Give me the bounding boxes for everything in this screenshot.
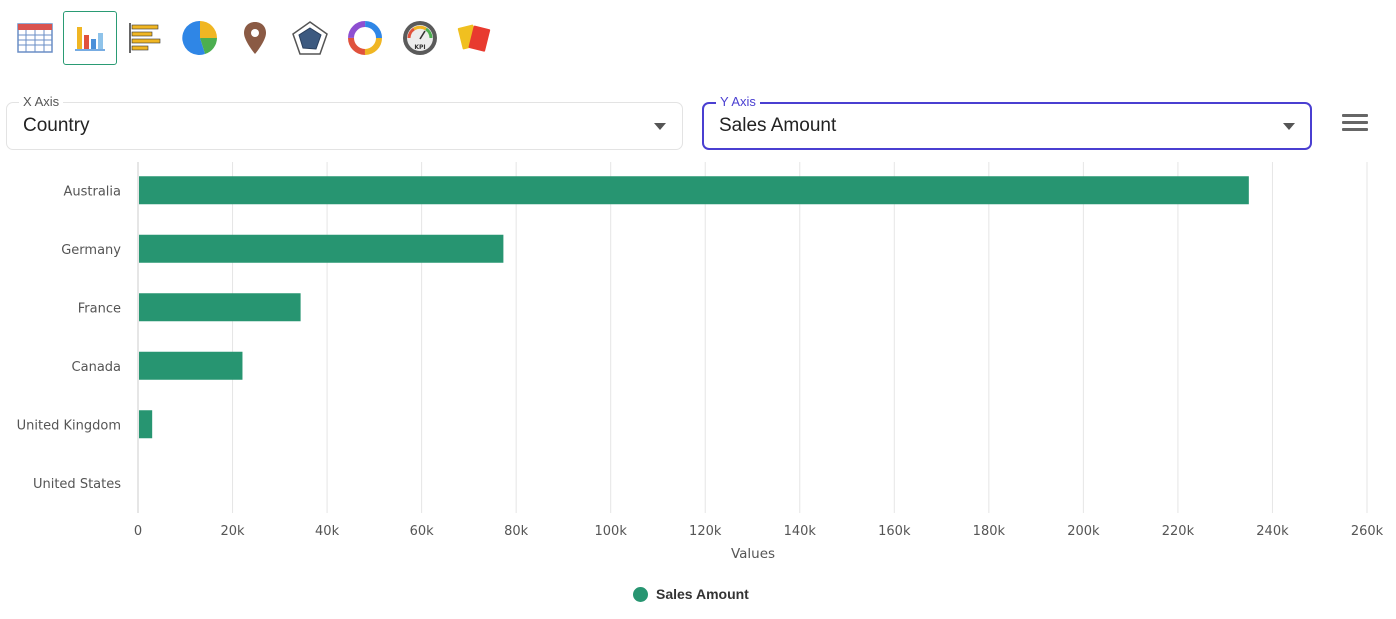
horizontal-bar-view-button[interactable] xyxy=(118,11,172,65)
kpi-view-button[interactable]: KPI xyxy=(393,11,447,65)
legend-label: Sales Amount xyxy=(656,586,749,602)
x-tick-label: 240k xyxy=(1256,524,1289,539)
horizontal-bar-chart-icon xyxy=(129,23,161,53)
bars xyxy=(139,176,1249,439)
cards-view-button[interactable] xyxy=(448,11,502,65)
chart-legend[interactable]: Sales Amount xyxy=(633,586,749,602)
donut-chart-view-button[interactable] xyxy=(338,11,392,65)
bar-chart: Australia Germany France Canada United Kingd… xyxy=(17,162,1384,562)
x-tick-label: 0 xyxy=(134,524,142,539)
map-pin-icon xyxy=(244,22,266,54)
pie-chart-icon xyxy=(182,20,217,55)
hamburger-menu-icon[interactable] xyxy=(1342,114,1368,138)
radar-chart-icon xyxy=(292,21,328,55)
x-axis-select[interactable]: X Axis Country xyxy=(6,94,683,150)
donut-chart-icon xyxy=(348,21,382,55)
category-label: United States xyxy=(33,477,121,492)
chevron-down-icon xyxy=(654,123,666,130)
bar-chart-icon xyxy=(75,27,105,51)
x-tick-labels: 0 20k 40k 60k 80k 100k 120k 140k 160k 180k 200k 220… xyxy=(134,524,1384,539)
table-icon xyxy=(17,23,53,53)
table-view-button[interactable] xyxy=(8,11,62,65)
bar[interactable] xyxy=(139,293,301,322)
x-tick-label: 80k xyxy=(504,524,529,539)
map-view-button[interactable] xyxy=(228,11,282,65)
x-tick-label: 220k xyxy=(1162,524,1195,539)
x-tick-label: 100k xyxy=(595,524,628,539)
x-tick-label: 120k xyxy=(689,524,722,539)
category-label: Australia xyxy=(63,184,121,199)
x-tick-label: 180k xyxy=(973,524,1006,539)
pie-chart-view-button[interactable] xyxy=(173,11,227,65)
x-tick-label: 140k xyxy=(784,524,817,539)
bar[interactable] xyxy=(139,176,1249,205)
chevron-down-icon xyxy=(1283,123,1295,130)
x-tick-label: 160k xyxy=(878,524,911,539)
legend-marker xyxy=(633,586,648,602)
svg-text:KPI: KPI xyxy=(414,44,425,51)
radar-chart-view-button[interactable] xyxy=(283,11,337,65)
x-tick-label: 60k xyxy=(410,524,435,539)
grid-lines xyxy=(232,162,1368,513)
category-label: Germany xyxy=(61,243,121,258)
x-axis-select-label: X Axis xyxy=(19,94,64,110)
bar-chart-view-button[interactable] xyxy=(63,11,117,65)
x-axis-select-value: Country xyxy=(23,115,90,136)
x-axis-title: Values xyxy=(731,546,775,562)
x-tick-label: 20k xyxy=(220,524,245,539)
category-label: Canada xyxy=(72,360,121,375)
bar[interactable] xyxy=(139,410,153,439)
y-axis-select-value: Sales Amount xyxy=(719,115,837,136)
kpi-gauge-icon: KPI xyxy=(403,21,437,55)
x-tick-label: 260k xyxy=(1351,524,1384,539)
x-tick-label: 200k xyxy=(1067,524,1100,539)
bar[interactable] xyxy=(139,234,504,263)
y-axis-select[interactable]: Y Axis Sales Amount xyxy=(702,94,1312,150)
bar[interactable] xyxy=(139,351,243,380)
y-axis-select-label: Y Axis xyxy=(716,94,760,110)
chart-type-toolbar: KPI xyxy=(8,10,503,66)
x-tick-label: 40k xyxy=(315,524,340,539)
category-label: United Kingdom xyxy=(17,418,121,433)
cards-icon xyxy=(457,24,491,52)
category-labels: Australia Germany France Canada United Kingd… xyxy=(17,184,122,492)
category-label: France xyxy=(78,301,121,316)
